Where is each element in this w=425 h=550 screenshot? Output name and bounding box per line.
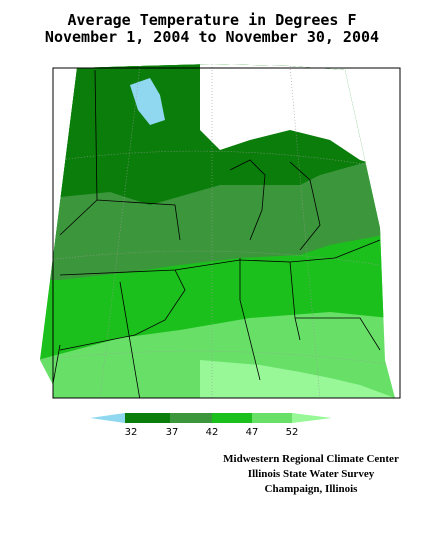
legend-swatch: [212, 413, 252, 423]
credit: Midwestern Regional Climate Center: [223, 453, 399, 465]
legend-swatch: [90, 413, 125, 423]
credit: Champaign, Illinois: [265, 483, 359, 495]
map: [40, 64, 401, 399]
legend-label: 52: [286, 427, 299, 438]
legend-label: 47: [246, 427, 259, 438]
title-line: November 1, 2004 to November 30, 2004: [45, 28, 379, 46]
legend-label: 32: [125, 427, 138, 438]
legend: 32 37 42 47 52: [90, 413, 332, 438]
legend-label: 37: [166, 427, 179, 438]
title-line: Average Temperature in Degrees F: [68, 11, 357, 29]
legend-swatch: [252, 413, 292, 423]
legend-swatch: [292, 413, 332, 423]
legend-swatch: [125, 413, 170, 423]
legend-swatch: [170, 413, 212, 423]
legend-label: 42: [206, 427, 219, 438]
credit: Illinois State Water Survey: [248, 468, 375, 480]
